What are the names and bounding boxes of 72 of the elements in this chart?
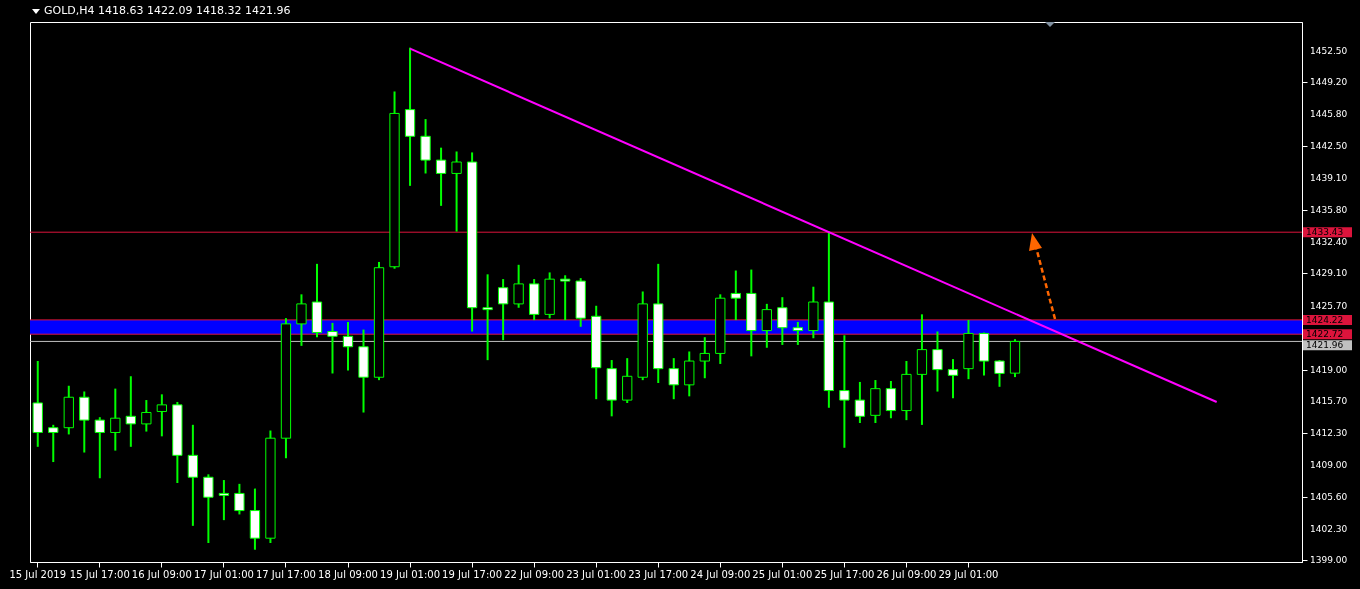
x-tick-label: 19 Jul 17:00 <box>442 568 503 580</box>
y-tick-label: 1405.60 <box>1310 492 1348 503</box>
candlestick <box>761 303 772 348</box>
candlestick <box>622 358 633 403</box>
x-tick-label: 17 Jul 17:00 <box>255 568 316 580</box>
y-tick-label: 1435.80 <box>1310 204 1348 215</box>
y-tick-label: 1399.00 <box>1310 555 1348 566</box>
candlestick <box>932 331 943 392</box>
candlestick <box>48 424 59 463</box>
candlestick <box>125 376 136 447</box>
x-tick-label: 26 Jul 09:00 <box>876 568 937 580</box>
candlestick <box>94 417 105 479</box>
candlestick <box>482 274 493 361</box>
candlestick <box>854 381 866 423</box>
candlestick <box>218 480 230 521</box>
candlestick <box>110 388 121 451</box>
candlestick <box>435 147 447 206</box>
x-tick-label: 29 Jul 01:00 <box>938 568 999 580</box>
y-tick-label: 1402.30 <box>1310 523 1348 534</box>
y-tick-label: 1432.40 <box>1310 237 1348 247</box>
y-tick-label: 1419.00 <box>1310 364 1348 375</box>
candlestick <box>513 264 524 308</box>
x-tick-label: 15 Jul 17:00 <box>69 568 130 580</box>
candlestick <box>187 424 199 526</box>
candlestick <box>885 381 897 419</box>
ref-line-label: 1422.72 <box>1306 329 1344 340</box>
x-tick-label: 15 Jul 2019 <box>9 568 67 580</box>
candlestick <box>141 400 152 432</box>
candlestick <box>234 483 245 515</box>
candlestick <box>947 359 959 399</box>
candlestick <box>420 119 431 174</box>
candlestick <box>777 297 788 345</box>
ref-line-label: 1424.22 <box>1306 314 1344 325</box>
x-tick-label: 25 Jul 17:00 <box>814 568 875 580</box>
candlestick <box>560 275 571 321</box>
x-tick-label: 25 Jul 01:00 <box>752 568 813 580</box>
y-tick-label: 1429.10 <box>1310 268 1348 279</box>
candlestick <box>684 351 695 397</box>
y-tick-label: 1449.20 <box>1310 77 1348 87</box>
x-tick-label: 23 Jul 17:00 <box>628 568 689 580</box>
chart-title: GOLD,H4 1418.63 1422.09 1418.32 1421.96 <box>44 4 291 17</box>
candlestick <box>668 358 679 400</box>
candlestick <box>156 394 168 437</box>
ref-line-label: 1421.96 <box>1306 340 1344 351</box>
x-tick-label: 24 Jul 09:00 <box>690 568 751 580</box>
candlestick <box>296 294 307 346</box>
x-tick-label: 17 Jul 01:00 <box>193 568 254 580</box>
candlestick <box>699 337 710 379</box>
candlestick <box>792 321 804 345</box>
candlestick <box>839 335 850 448</box>
candlestick <box>79 391 90 453</box>
candlestick <box>451 151 462 232</box>
x-tick-label: 19 Jul 01:00 <box>380 568 441 580</box>
candlestick <box>497 279 509 341</box>
x-tick-label: 18 Jul 09:00 <box>318 568 378 580</box>
x-tick-label: 23 Jul 01:00 <box>566 568 627 580</box>
y-tick-label: 1425.70 <box>1310 300 1348 311</box>
x-tick-label: 22 Jul 09:00 <box>504 568 565 580</box>
y-tick-label: 1409.00 <box>1310 459 1348 470</box>
ref-line-label: 1433.43 <box>1306 227 1344 238</box>
candlestick <box>342 321 354 371</box>
candlestick <box>730 270 741 321</box>
y-tick-label: 1445.80 <box>1310 109 1348 120</box>
y-tick-label: 1452.50 <box>1310 45 1348 56</box>
y-tick-label: 1439.10 <box>1310 173 1348 184</box>
y-tick-label: 1415.70 <box>1310 396 1348 407</box>
y-tick-label: 1442.50 <box>1310 140 1348 151</box>
candlestick <box>994 360 1005 387</box>
y-tick-label: 1412.30 <box>1310 428 1348 439</box>
x-tick-label: 16 Jul 09:00 <box>131 568 192 580</box>
candlestick <box>203 474 214 543</box>
candlestick <box>327 322 338 374</box>
